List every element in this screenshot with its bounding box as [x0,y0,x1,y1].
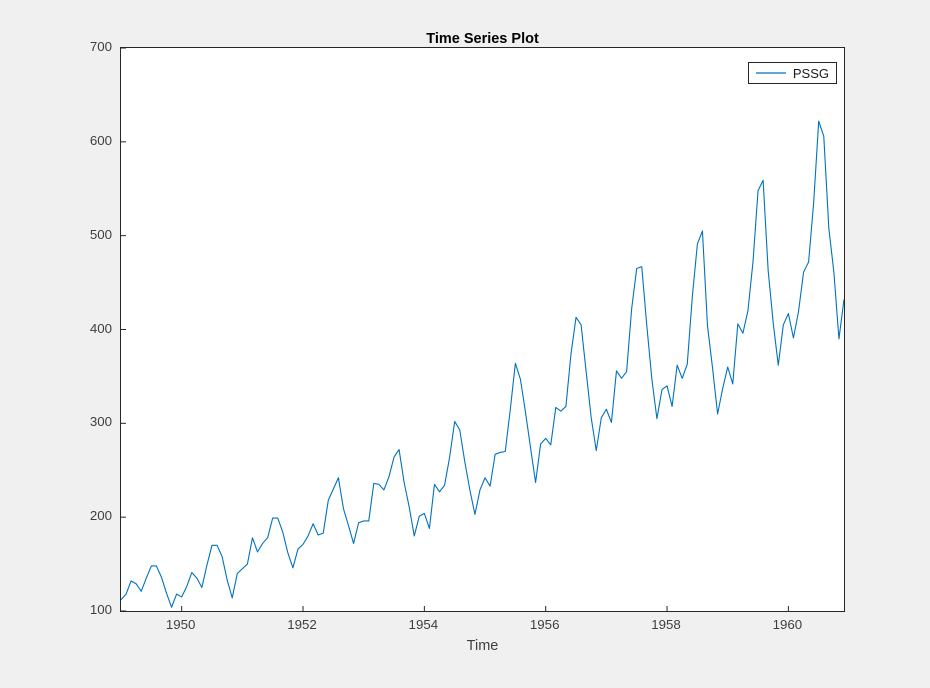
plot-area[interactable]: PSSG [120,47,845,612]
y-tick-label: 700 [89,39,112,54]
legend-label: PSSG [792,65,829,81]
y-tick-label: 500 [89,226,112,242]
legend-line-sample [756,72,786,74]
y-tick-label: 400 [89,320,112,336]
series-line-pssg [121,120,844,608]
y-tick-label: 100 [89,602,112,617]
x-tick-label: 1958 [651,617,681,632]
x-tick-label: 1952 [287,617,317,632]
x-tick-label: 1954 [408,617,439,632]
x-tick-label: 1960 [772,617,803,632]
chart-title: Time Series Plot [426,31,539,47]
x-tick-label: 1956 [529,617,560,632]
y-tick-label: 200 [89,508,112,524]
x-axis-label: Time [466,638,499,654]
y-tick-label: 300 [89,414,112,430]
legend[interactable]: PSSG [748,62,837,84]
y-tick-label: 600 [89,132,112,148]
series-line-svg [121,48,844,611]
x-tick-label: 1950 [165,617,196,632]
